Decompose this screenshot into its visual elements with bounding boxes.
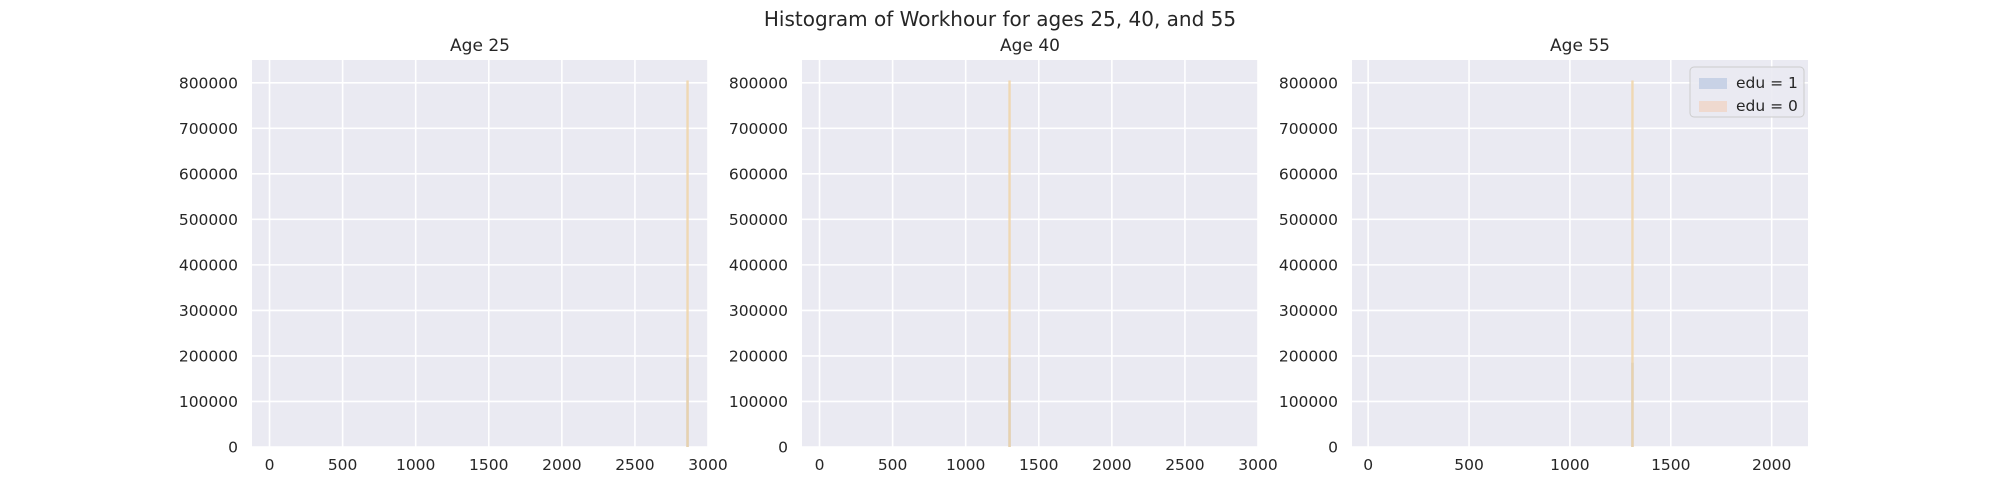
panels: 0 500 1000 1500 2000 2500 30000100000200000300… bbox=[179, 36, 1808, 474]
y-tick-label: 800000 bbox=[729, 74, 788, 92]
y-tick-label: 600000 bbox=[1279, 165, 1338, 183]
y-tick-label: 0 bbox=[778, 439, 788, 457]
x-tick-label: 0 bbox=[815, 456, 825, 474]
y-tick-label: 700000 bbox=[729, 120, 788, 138]
y-tick-label: 600000 bbox=[179, 165, 238, 183]
x-tick-label: 2000 bbox=[1752, 456, 1791, 474]
panel-title: Age 40 bbox=[1000, 36, 1060, 56]
panel-1: 0 500 1000 1500 2000 2500 3000 0 100000 200000 300… bbox=[179, 36, 728, 474]
y-tick-label: 0 bbox=[1328, 439, 1338, 457]
x-tick-label: 1500 bbox=[1651, 456, 1690, 474]
x-tick-label: 1000 bbox=[396, 456, 435, 474]
x-tick-label: 500 bbox=[1454, 456, 1484, 474]
x-tick-label: 500 bbox=[878, 456, 908, 474]
y-tick-label: 400000 bbox=[1279, 256, 1338, 274]
y-tick-label: 400000 bbox=[729, 256, 788, 274]
y-tick-label: 600000 bbox=[729, 165, 788, 183]
x-tick-label: 1000 bbox=[946, 456, 985, 474]
plot-area bbox=[252, 60, 708, 447]
figure-title: Histogram of Workhour for ages 25, 40, a… bbox=[764, 7, 1236, 31]
bar-edu0 bbox=[686, 80, 689, 448]
x-tick-label: 0 bbox=[1363, 456, 1373, 474]
panel-3: 0 500 1000 1500 2000 0 100000 200000 300000 40000… bbox=[1279, 36, 1808, 474]
plot-area bbox=[1352, 60, 1808, 447]
y-tick-label: 100000 bbox=[1279, 393, 1338, 411]
y-tick-label: 800000 bbox=[179, 74, 238, 92]
x-tick-label: 3000 bbox=[688, 456, 727, 474]
y-tick-label: 500000 bbox=[1279, 211, 1338, 229]
panel-title: Age 55 bbox=[1550, 36, 1610, 56]
y-tick-label: 100000 bbox=[179, 393, 238, 411]
y-tick-label: 400000 bbox=[179, 256, 238, 274]
legend-swatch bbox=[1699, 101, 1727, 112]
x-tick-label: 2000 bbox=[542, 456, 581, 474]
y-tick-label: 800000 bbox=[1279, 74, 1338, 92]
x-tick-label: 2500 bbox=[1165, 456, 1204, 474]
x-tick-label: 2500 bbox=[615, 456, 654, 474]
legend-label: edu = 1 bbox=[1736, 74, 1798, 92]
y-tick-label: 700000 bbox=[179, 120, 238, 138]
bar-edu0 bbox=[1631, 80, 1634, 448]
x-tick-label: 0 bbox=[265, 456, 275, 474]
x-tick-label: 1500 bbox=[1019, 456, 1058, 474]
x-tick-label: 1500 bbox=[469, 456, 508, 474]
legend: edu = 1 edu = 0 bbox=[1689, 66, 1805, 118]
x-tick-label: 1000 bbox=[1550, 456, 1589, 474]
y-tick-label: 300000 bbox=[729, 302, 788, 320]
bar-edu0 bbox=[1008, 80, 1011, 448]
y-tick-label: 100000 bbox=[729, 393, 788, 411]
y-tick-label: 200000 bbox=[1279, 347, 1338, 365]
y-tick-label: 300000 bbox=[179, 302, 238, 320]
y-tick-label: 300000 bbox=[1279, 302, 1338, 320]
y-tick-label: 200000 bbox=[729, 347, 788, 365]
plot-area bbox=[802, 60, 1258, 447]
y-tick-label: 200000 bbox=[179, 347, 238, 365]
panel-2: 0 500 1000 1500 2000 2500 3000 0 100000 200000 300… bbox=[729, 36, 1278, 474]
x-tick-label: 3000 bbox=[1238, 456, 1277, 474]
x-tick-label: 2000 bbox=[1092, 456, 1131, 474]
y-tick-label: 0 bbox=[228, 439, 238, 457]
legend-label: edu = 0 bbox=[1736, 97, 1798, 115]
y-tick-label: 500000 bbox=[729, 211, 788, 229]
panel-title: Age 25 bbox=[450, 36, 510, 56]
legend-swatch bbox=[1699, 78, 1727, 89]
y-tick-label: 700000 bbox=[1279, 120, 1338, 138]
y-tick-label: 500000 bbox=[179, 211, 238, 229]
x-tick-label: 500 bbox=[328, 456, 358, 474]
